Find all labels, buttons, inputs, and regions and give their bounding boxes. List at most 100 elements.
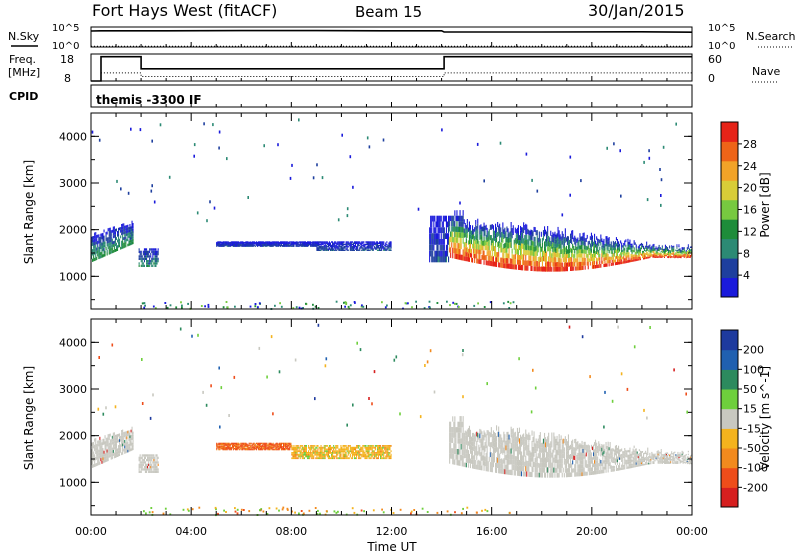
power-cell — [109, 242, 111, 246]
power-cell — [131, 223, 133, 226]
power-cell — [439, 215, 441, 222]
power-cell — [443, 239, 445, 245]
power-cell — [353, 244, 355, 247]
velocity-cell — [156, 454, 158, 457]
power-cell — [366, 243, 368, 246]
power-cell — [113, 234, 115, 238]
velocity-cell — [284, 445, 286, 447]
power-cell — [117, 231, 119, 234]
power-ytick-label: 1000 — [59, 270, 87, 283]
power-cell — [460, 232, 462, 238]
power-cell — [238, 241, 240, 243]
power-cell — [380, 242, 382, 244]
velocity-cell — [387, 453, 389, 456]
power-cell — [467, 227, 469, 232]
power-cell — [465, 252, 467, 257]
velocity-cell — [118, 445, 120, 448]
power-cell — [121, 229, 123, 233]
power-cell — [328, 248, 330, 250]
velocity-cell — [227, 442, 229, 445]
power-cell — [442, 244, 444, 251]
velocity-cell — [294, 446, 296, 449]
power-cell — [579, 249, 581, 254]
velocity-cell — [308, 452, 310, 454]
power-cell — [320, 242, 322, 244]
power-cell — [504, 242, 506, 248]
velocity-cell — [323, 445, 325, 447]
velocity-cell — [350, 448, 352, 451]
velocity-cell — [292, 448, 294, 451]
power-cell — [152, 305, 155, 308]
power-cell — [464, 246, 466, 252]
power-cell — [659, 247, 661, 249]
power-cell — [373, 241, 375, 243]
power-cell — [130, 239, 132, 243]
power-cell — [608, 237, 610, 241]
power-cell — [356, 247, 358, 249]
velocity-cell — [97, 456, 99, 460]
power-cell — [521, 243, 523, 249]
velocity-cell — [143, 468, 145, 471]
velocity-cell — [297, 446, 299, 449]
power-cell — [553, 243, 555, 248]
power-cell — [476, 240, 478, 245]
power-cell — [148, 262, 150, 265]
power-cell — [541, 247, 543, 253]
velocity-cell — [260, 447, 262, 450]
power-cell — [147, 255, 149, 258]
velocity-cell — [259, 445, 261, 447]
power-cell — [634, 242, 636, 245]
velocity-cell — [243, 442, 245, 445]
power-cell — [316, 241, 318, 243]
power-cell — [351, 243, 353, 246]
power-cell — [501, 232, 503, 238]
power-cell — [127, 243, 129, 247]
nsky-label: N.Sky — [8, 30, 40, 43]
power-cell — [381, 248, 383, 250]
power-cell — [318, 241, 320, 243]
power-cell — [122, 234, 124, 238]
power-cell — [142, 257, 144, 260]
power-cell — [517, 230, 519, 236]
power-cell — [385, 242, 387, 244]
velocity-cell — [328, 455, 330, 458]
velocity-cell — [302, 448, 304, 451]
power-cell — [548, 266, 550, 272]
power-cell — [585, 249, 587, 254]
velocity-cell — [130, 440, 132, 444]
power-cell — [473, 243, 475, 249]
velocity-cell — [358, 452, 360, 454]
velocity-cell — [109, 445, 111, 449]
velocity-cell — [251, 443, 253, 445]
power-cell — [554, 246, 556, 252]
power-cell — [569, 155, 572, 159]
velocity-cell — [153, 466, 155, 469]
power-cell — [542, 266, 544, 272]
power-cell — [491, 252, 493, 257]
power-cell — [656, 256, 658, 258]
power-cell — [484, 255, 486, 261]
power-cell — [140, 257, 142, 260]
power-cell — [503, 248, 505, 254]
velocity-cell — [311, 446, 313, 449]
power-cell — [467, 240, 469, 245]
power-cell — [571, 257, 573, 262]
power-cell — [586, 261, 588, 266]
power-cell — [149, 257, 151, 260]
velocity-cell — [271, 446, 273, 448]
power-cell — [357, 244, 359, 247]
velocity-cell — [362, 450, 364, 453]
power-cell — [572, 261, 574, 267]
power-cell — [479, 225, 481, 231]
power-cell — [386, 249, 388, 251]
velocity-cell — [291, 446, 293, 449]
power-cell — [322, 248, 324, 250]
power-cell — [383, 241, 385, 243]
velocity-cell — [375, 445, 377, 447]
power-cell — [122, 240, 124, 244]
power-cell — [587, 253, 589, 258]
power-cell — [151, 264, 153, 267]
power-cell — [329, 246, 331, 248]
velocity-cell — [295, 457, 297, 460]
